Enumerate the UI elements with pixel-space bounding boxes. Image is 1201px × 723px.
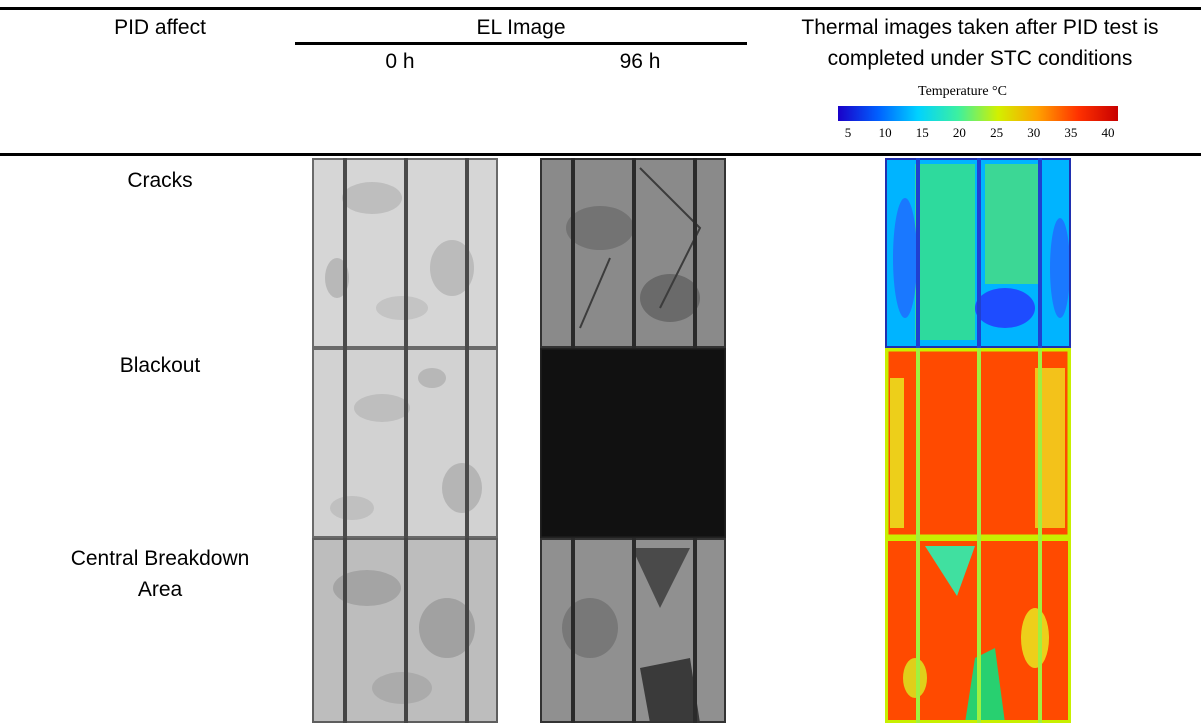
colorbar-tick-label: 5 <box>844 125 852 140</box>
header-bottom-rule <box>0 153 1201 156</box>
header-thermal-line1: Thermal images taken after PID test is <box>801 16 1159 39</box>
colorbar-tick-label: 40 <box>1101 125 1115 140</box>
row-label-blackout: Blackout <box>119 354 201 377</box>
el-96h-image-central-breakdown <box>540 538 726 723</box>
row-label-cracks: Cracks <box>127 169 193 192</box>
el-96h-image-cracks <box>540 158 726 348</box>
el-image-underline <box>295 42 747 45</box>
table-top-rule <box>0 7 1201 10</box>
colorbar-tick-label: 10 <box>878 125 892 140</box>
row-label-central-breakdown-line2: Area <box>137 578 183 601</box>
colorbar-title: Temperature °C <box>918 84 1007 99</box>
el-0h-image-central-breakdown <box>312 538 498 723</box>
colorbar-tick-label: 15 <box>915 125 929 140</box>
thermal-image-cracks <box>885 158 1071 348</box>
colorbar-tick-label: 30 <box>1027 125 1041 140</box>
row-label-central-breakdown: Central Breakdown <box>70 547 250 570</box>
header-el-96h: 96 h <box>619 50 661 73</box>
header-thermal-line2: completed under STC conditions <box>827 47 1133 70</box>
el-0h-image-blackout <box>312 348 498 538</box>
header-pid-affect: PID affect <box>114 16 206 39</box>
colorbar-tick-label: 25 <box>990 125 1004 140</box>
thermal-image-central-breakdown <box>885 538 1071 723</box>
colorbar-tick-label: 20 <box>952 125 966 140</box>
colorbar-tick-label: 35 <box>1064 125 1078 140</box>
colorbar <box>838 106 1118 121</box>
header-el-image: EL Image <box>476 16 566 39</box>
thermal-image-blackout <box>885 348 1071 538</box>
el-0h-image-cracks <box>312 158 498 348</box>
header-el-0h: 0 h <box>385 50 415 73</box>
el-96h-image-blackout <box>540 348 726 538</box>
